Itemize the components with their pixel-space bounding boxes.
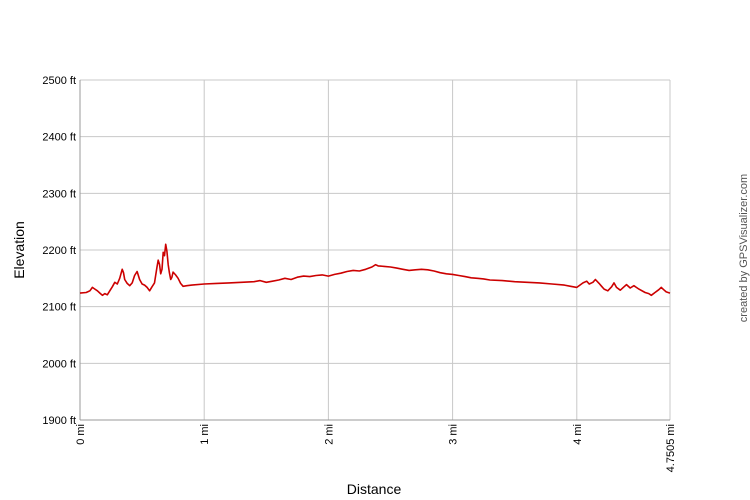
y-tick-label: 2400 ft	[42, 132, 76, 144]
x-tick-labels: 0 mi 1 mi 2 mi 3 mi 4 mi 4.7505 mi	[75, 424, 677, 472]
y-tick-label: 2200 ft	[42, 245, 76, 257]
x-axis-title: Distance	[347, 481, 402, 497]
x-tick-label: 1 mi	[199, 424, 211, 445]
x-tick-label: 3 mi	[448, 424, 460, 445]
x-tick-label: 2 mi	[323, 424, 335, 445]
series-group	[79, 243, 671, 297]
x-tick-label: 4 mi	[572, 424, 584, 445]
y-tick-label: 2500 ft	[42, 75, 76, 87]
y-axis-title: Elevation	[11, 221, 27, 279]
x-tick-label: 0 mi	[75, 424, 87, 445]
y-tick-labels: 1900 ft 2000 ft 2100 ft 2200 ft 2300 ft 2400 …	[42, 75, 76, 427]
elevation-series-line	[79, 243, 671, 297]
credit-text: created by GPSVisualizer.com	[738, 174, 750, 322]
y-tick-label: 1900 ft	[42, 415, 76, 427]
y-tick-label: 2000 ft	[42, 358, 76, 370]
y-tick-label: 2300 ft	[42, 188, 76, 200]
y-tick-label: 2100 ft	[42, 302, 76, 314]
x-tick-label: 4.7505 mi	[665, 424, 677, 472]
